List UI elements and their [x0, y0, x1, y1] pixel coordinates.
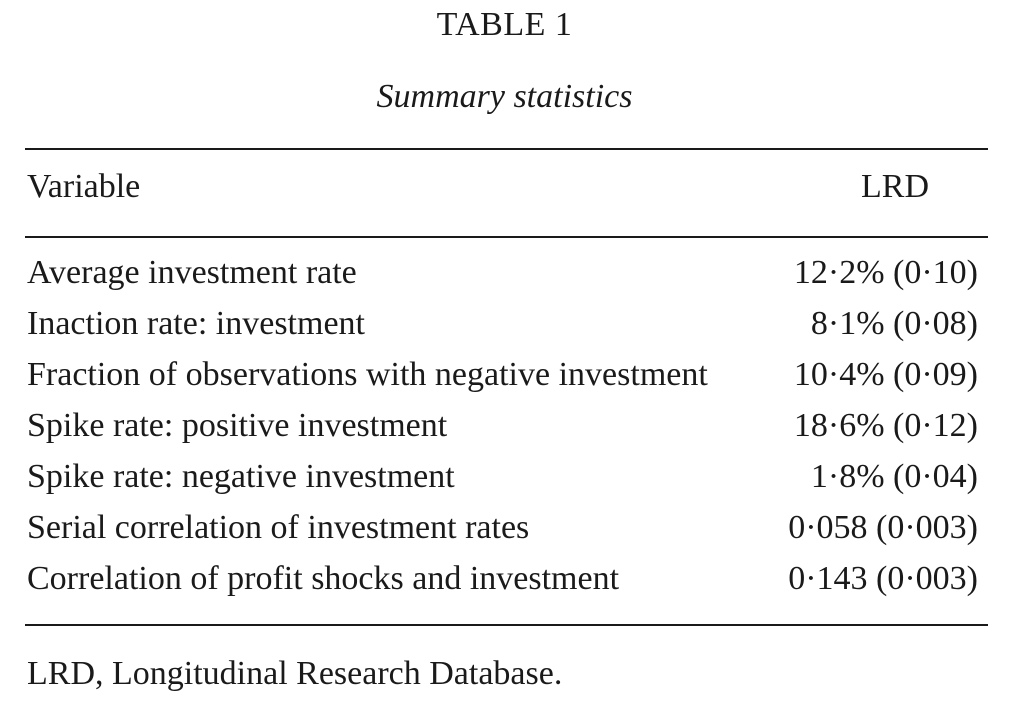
- top-rule: [25, 148, 988, 150]
- table-row: Inaction rate: investment 8·1% (0·08): [25, 305, 988, 356]
- row-label: Inaction rate: investment: [27, 305, 365, 342]
- row-label: Fraction of observations with negative i…: [27, 356, 708, 393]
- header-lrd: LRD: [861, 168, 929, 205]
- table-row: Spike rate: positive investment 18·6% (0…: [25, 407, 988, 458]
- row-label: Average investment rate: [27, 254, 357, 291]
- table-title: TABLE 1: [436, 6, 573, 43]
- row-value: 10·4% (0·09): [793, 356, 978, 393]
- header-variable: Variable: [27, 168, 141, 205]
- row-value: 1·8% (0·04): [810, 458, 978, 495]
- row-label: Correlation of profit shocks and investm…: [27, 560, 620, 597]
- table-row: Fraction of observations with negative i…: [25, 356, 988, 407]
- row-value: 18·6% (0·12): [793, 407, 978, 444]
- header-rule: [25, 236, 988, 238]
- row-value: 0·143 (0·003): [788, 560, 978, 597]
- table-row: Average investment rate 12·2% (0·10): [25, 254, 988, 305]
- row-value: 8·1% (0·08): [810, 305, 978, 342]
- row-label: Spike rate: positive investment: [27, 407, 448, 444]
- table-row: Serial correlation of investment rates 0…: [25, 509, 988, 560]
- table-body: Average investment rate 12·2% (0·10) Ina…: [25, 254, 988, 611]
- table-subtitle: Summary statistics: [376, 78, 633, 115]
- table-row: Spike rate: negative investment 1·8% (0·…: [25, 458, 988, 509]
- table-row: Correlation of profit shocks and investm…: [25, 560, 988, 611]
- row-label: Spike rate: negative investment: [27, 458, 455, 495]
- table-footnote: LRD, Longitudinal Research Database.: [27, 655, 563, 692]
- table-header-row: Variable LRD: [25, 168, 988, 212]
- row-value: 0·058 (0·003): [788, 509, 978, 546]
- bottom-rule: [25, 624, 988, 626]
- row-value: 12·2% (0·10): [793, 254, 978, 291]
- row-label: Serial correlation of investment rates: [27, 509, 530, 546]
